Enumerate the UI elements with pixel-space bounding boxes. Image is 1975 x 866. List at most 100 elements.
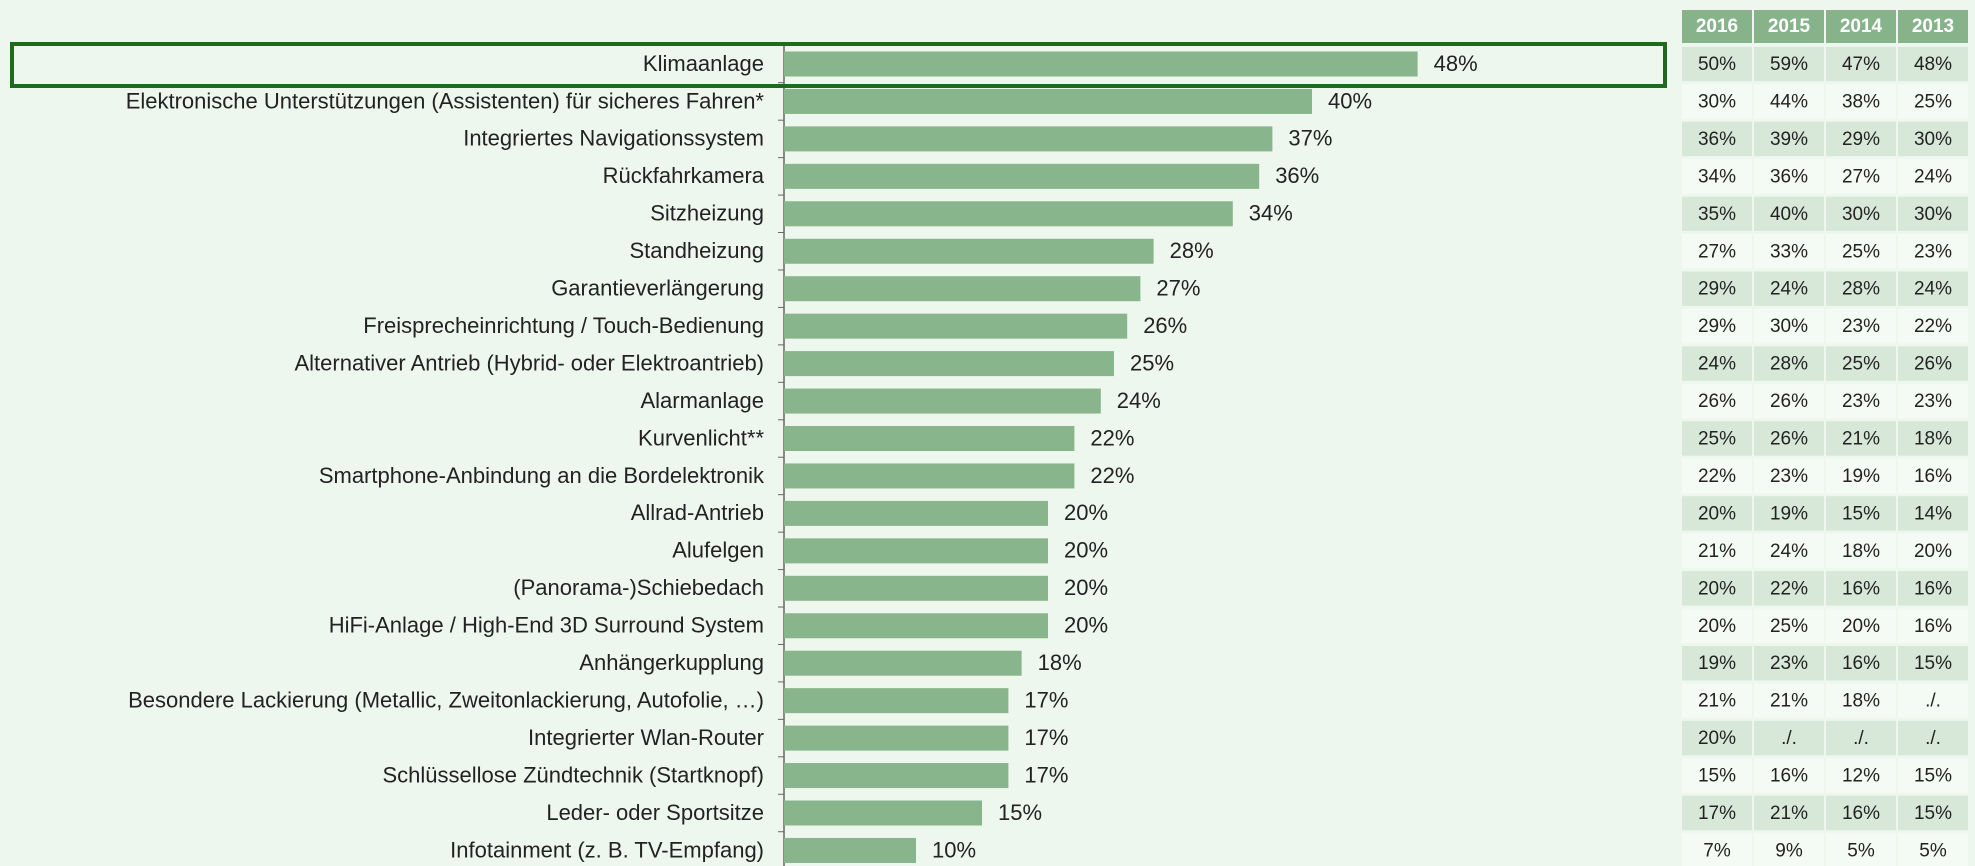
table-value: 24% (1770, 541, 1808, 562)
data-label: 26% (1143, 313, 1187, 338)
table-value: 17% (1698, 803, 1736, 824)
data-label: 22% (1090, 463, 1134, 488)
table-cell (1682, 121, 1752, 157)
table-cell (1898, 758, 1968, 793)
data-label: 37% (1288, 126, 1332, 151)
table-cell (1682, 496, 1752, 531)
table-value: 21% (1770, 803, 1808, 824)
data-label: 17% (1024, 725, 1068, 750)
category-label: Freisprecheinrichtung / Touch-Bedienung (363, 313, 764, 338)
table-cell (1682, 46, 1752, 82)
table-value: 23% (1914, 391, 1952, 412)
bar (784, 388, 1101, 414)
table-value: 29% (1698, 316, 1736, 337)
table-cell (1898, 683, 1968, 718)
table-cell (1826, 720, 1896, 756)
table-cell (1682, 458, 1752, 494)
table-value: 18% (1914, 429, 1952, 450)
table-cell (1754, 571, 1824, 606)
table-value: 16% (1842, 803, 1880, 824)
category-label: Infotainment (z. B. TV-Empfang) (450, 837, 764, 862)
table-cell (1754, 421, 1824, 456)
table-header: 2015 (1768, 16, 1811, 37)
table-value: 21% (1698, 541, 1736, 562)
table-cell (1754, 234, 1824, 269)
category-label: Allrad-Antrieb (631, 500, 764, 525)
data-label: 15% (998, 800, 1042, 825)
table-value: 5% (1847, 840, 1875, 861)
table-cell (1754, 645, 1824, 681)
table-cell (1754, 683, 1824, 718)
table-cell (1826, 833, 1896, 866)
table-value: 19% (1770, 503, 1808, 524)
table-cell (1898, 121, 1968, 157)
table-cell (1754, 159, 1824, 194)
table-cell (1682, 346, 1752, 381)
bar (784, 51, 1418, 77)
table-value: 15% (1914, 766, 1952, 787)
table-value: 25% (1770, 616, 1808, 637)
table-value: 30% (1842, 204, 1880, 225)
data-label: 40% (1328, 88, 1372, 113)
table-cell (1826, 159, 1896, 194)
table-value: 16% (1770, 766, 1808, 787)
category-label: Alarmanlage (640, 388, 764, 413)
table-cell (1754, 758, 1824, 793)
table-value: 23% (1770, 653, 1808, 674)
table-value: 50% (1698, 54, 1736, 75)
category-label: Integriertes Navigationssystem (463, 126, 764, 151)
table-cell (1826, 496, 1896, 531)
data-label: 10% (932, 837, 976, 862)
bar (784, 276, 1141, 302)
table-header: 2014 (1840, 16, 1883, 37)
table-value: 39% (1770, 129, 1808, 150)
table-value: 36% (1698, 129, 1736, 150)
bar (784, 126, 1273, 152)
table-value: 15% (1842, 503, 1880, 524)
table-value: 7% (1703, 840, 1731, 861)
table-cell (1754, 271, 1824, 306)
table-value: 27% (1842, 166, 1880, 187)
table-cell (1682, 308, 1752, 344)
table-cell (1826, 308, 1896, 344)
table-header-cell (1682, 10, 1752, 43)
table-value: 28% (1770, 354, 1808, 375)
table-cell (1682, 571, 1752, 606)
table-cell (1898, 608, 1968, 643)
data-label: 17% (1024, 762, 1068, 787)
table-value: 15% (1698, 766, 1736, 787)
table-cell (1682, 758, 1752, 793)
bar (784, 500, 1048, 526)
category-label: Rückfahrkamera (603, 163, 765, 188)
category-label: Elektronische Unterstützungen (Assistent… (126, 88, 765, 113)
table-value: 5% (1919, 840, 1947, 861)
table-value: 22% (1914, 316, 1952, 337)
table-cell (1682, 383, 1752, 419)
table-cell (1754, 84, 1824, 119)
bar (784, 725, 1009, 751)
table-cell (1898, 458, 1968, 494)
table-cell (1898, 571, 1968, 606)
data-label: 25% (1130, 350, 1174, 375)
table-value: 12% (1842, 766, 1880, 787)
table-value: 16% (1842, 578, 1880, 599)
table-cell (1754, 795, 1824, 831)
table-cell (1826, 458, 1896, 494)
bar (784, 463, 1075, 489)
highlight-box (10, 42, 1667, 88)
data-label: 20% (1064, 538, 1108, 563)
bar (784, 650, 1022, 676)
table-value: 18% (1842, 691, 1880, 712)
table-value: 29% (1698, 279, 1736, 300)
table-value: 20% (1914, 541, 1952, 562)
category-label: HiFi-Anlage / High-End 3D Surround Syste… (329, 613, 764, 638)
table-value: 23% (1770, 466, 1808, 487)
table-cell (1682, 608, 1752, 643)
category-label: (Panorama-)Schiebedach (513, 575, 764, 600)
table-header-cell (1754, 10, 1824, 43)
bar (784, 88, 1312, 114)
data-label: 18% (1038, 650, 1082, 675)
table-cell (1826, 46, 1896, 82)
data-label: 34% (1249, 201, 1293, 226)
table-cell (1826, 608, 1896, 643)
